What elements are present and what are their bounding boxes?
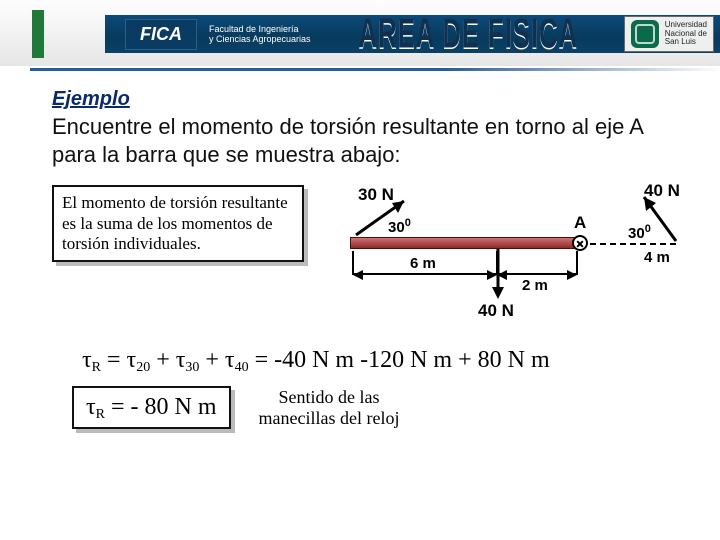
dim-4m-label: 4 m	[644, 249, 670, 266]
header-banner: FICA Facultad de Ingeniería y Ciencias A…	[0, 0, 720, 66]
problem-statement: Encuentre el momento de torsión resultan…	[52, 113, 690, 169]
result-box: τR = - 80 N m	[72, 386, 231, 429]
header-accent	[32, 10, 44, 58]
example-label: Ejemplo	[52, 88, 690, 111]
area-title: AREA DE FISICA	[359, 10, 578, 58]
direction-line2: manecillas del reloj	[259, 408, 400, 429]
force-40-label-real: 40 N	[478, 301, 514, 321]
dim-2m	[498, 273, 576, 275]
university-logo-icon	[631, 20, 659, 48]
faculty-name: Facultad de Ingeniería y Ciencias Agrope…	[209, 24, 329, 45]
mid-row: El momento de torsión resultante es la s…	[52, 185, 690, 335]
uni-line3: San Luis	[665, 38, 707, 47]
university-name: Universidad Nacional de San Luis	[665, 21, 707, 47]
dim-6m-label: 6 m	[410, 255, 436, 272]
force-diagram: 30 N 300 40 N 300 A	[318, 185, 688, 335]
bottom-row: τR = - 80 N m Sentido de las manecillas …	[52, 386, 690, 429]
faculty-line2: y Ciencias Agropecuarias	[209, 34, 329, 44]
note-box: El momento de torsión resultante es la s…	[52, 185, 304, 262]
university-box: Universidad Nacional de San Luis	[624, 16, 714, 52]
angle-30-left: 300	[388, 219, 411, 236]
dashed-extension	[590, 243, 676, 245]
fica-logo: FICA	[125, 19, 197, 50]
dim-6m	[354, 273, 496, 275]
dim-2m-label: 2 m	[522, 277, 548, 294]
faculty-line1: Facultad de Ingeniería	[209, 24, 329, 34]
direction-line1: Sentido de las	[259, 387, 400, 408]
slide-content: Ejemplo Encuentre el momento de torsión …	[0, 66, 720, 429]
direction-label: Sentido de las manecillas del reloj	[259, 387, 400, 428]
equation-sum: τR = τ20 + τ30 + τ40 = -40 N m -120 N m …	[82, 347, 690, 374]
bar	[350, 237, 580, 249]
angle-30-right: 300	[628, 225, 651, 242]
header-underline	[30, 68, 720, 71]
pivot-point-icon	[572, 235, 588, 251]
point-A-label: A	[574, 213, 586, 233]
